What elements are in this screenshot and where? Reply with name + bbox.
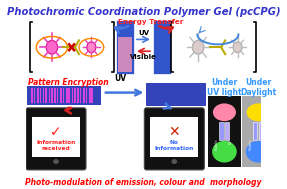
Text: ✕: ✕	[168, 125, 180, 139]
Text: UV: UV	[114, 74, 126, 83]
Bar	[37, 88, 39, 103]
Ellipse shape	[192, 40, 204, 54]
Bar	[63, 88, 64, 103]
Ellipse shape	[46, 40, 58, 54]
Bar	[253, 122, 257, 140]
Bar	[51, 88, 53, 103]
Bar	[45, 88, 47, 103]
Ellipse shape	[53, 159, 59, 164]
Bar	[91, 88, 93, 103]
Bar	[208, 96, 241, 167]
Bar	[27, 86, 101, 105]
Bar	[60, 88, 62, 103]
Ellipse shape	[247, 103, 269, 121]
Bar	[242, 96, 275, 167]
Text: ✓: ✓	[50, 125, 62, 139]
Bar	[89, 88, 90, 103]
Ellipse shape	[213, 103, 236, 121]
Bar	[57, 88, 59, 103]
Text: Photo-modulation of emission, colour and  morphology: Photo-modulation of emission, colour and…	[25, 178, 262, 187]
Text: Under
Daylight: Under Daylight	[240, 78, 276, 97]
Bar	[32, 117, 80, 157]
Text: Under
UV light: Under UV light	[207, 78, 242, 97]
Text: Pattern Encryption: Pattern Encryption	[28, 78, 109, 87]
FancyBboxPatch shape	[26, 108, 86, 170]
Text: Visible: Visible	[215, 139, 219, 150]
Bar	[40, 88, 41, 103]
Bar	[116, 20, 134, 74]
Bar	[146, 83, 206, 106]
Text: Photochromic Coordination Polymer Gel (pcCPG): Photochromic Coordination Polymer Gel (p…	[7, 7, 280, 17]
Text: UV: UV	[229, 139, 233, 144]
Bar	[220, 122, 224, 140]
Bar	[68, 88, 70, 103]
Text: Visible: Visible	[130, 54, 157, 60]
Text: Information
received: Information received	[36, 140, 76, 151]
Bar	[118, 37, 132, 72]
Bar	[259, 122, 263, 140]
Bar	[72, 88, 73, 103]
Text: Energy Transfer: Energy Transfer	[118, 19, 183, 25]
Bar	[150, 117, 198, 157]
Ellipse shape	[171, 159, 177, 164]
Bar	[225, 122, 229, 140]
Bar	[153, 20, 171, 74]
Bar	[77, 88, 79, 103]
Bar	[34, 88, 36, 103]
Text: UV: UV	[138, 30, 149, 36]
Bar	[80, 88, 82, 103]
Text: Visible: Visible	[249, 139, 253, 150]
Bar	[74, 88, 76, 103]
Bar	[31, 88, 33, 103]
Bar	[49, 88, 50, 103]
Ellipse shape	[233, 42, 242, 53]
Ellipse shape	[87, 42, 96, 53]
Ellipse shape	[246, 141, 270, 163]
Bar	[66, 88, 67, 103]
Bar	[43, 88, 44, 103]
Bar	[54, 88, 56, 103]
Bar	[83, 88, 85, 103]
Bar	[86, 88, 87, 103]
FancyBboxPatch shape	[144, 108, 204, 170]
Text: UV: UV	[263, 139, 267, 144]
Text: No
Information: No Information	[155, 140, 194, 151]
Ellipse shape	[212, 141, 237, 163]
